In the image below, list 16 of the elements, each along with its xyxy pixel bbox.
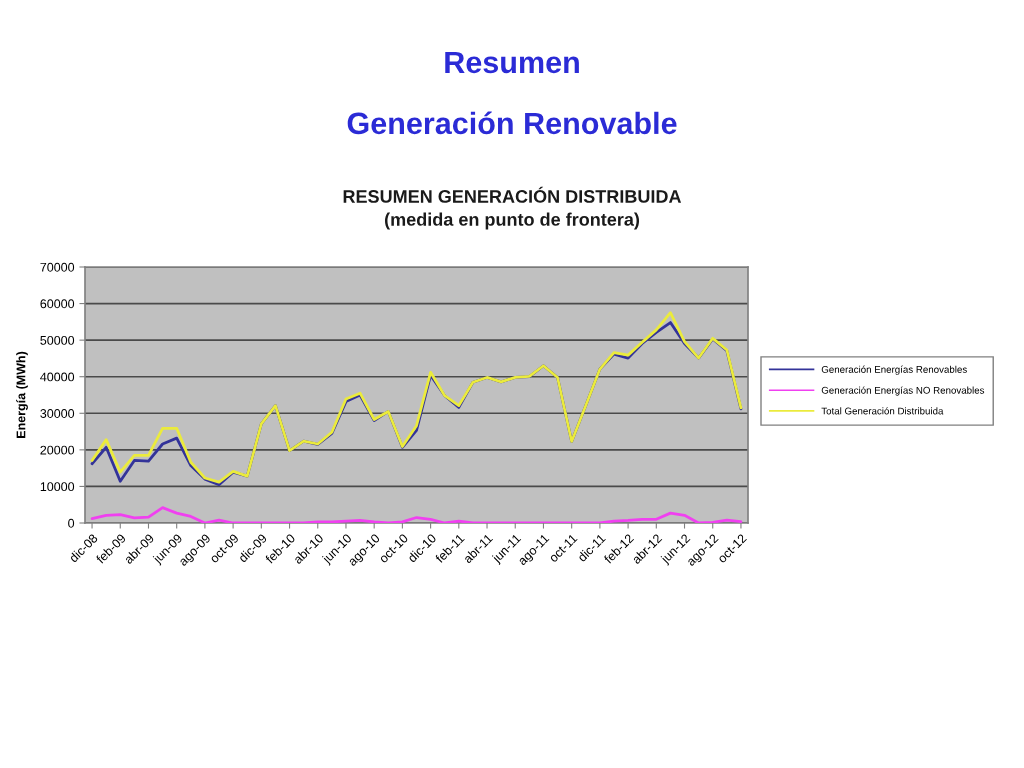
y-axis-title: Energía (MWh) — [16, 351, 28, 438]
chart-subtitle: (medida en punto de frontera) — [385, 212, 640, 230]
chart-title: RESUMEN GENERACIÓN DISTRIBUIDA — [343, 186, 682, 203]
y-tick-label: 40000 — [40, 372, 75, 382]
legend-label: Generación Energías Renovables — [821, 365, 967, 375]
text: Generación Renovable — [347, 111, 677, 135]
y-tick-label: 0 — [68, 518, 75, 528]
legend-label: Total Generación Distribuida — [821, 407, 944, 415]
text: Resumen — [445, 51, 579, 74]
y-tick-label: 70000 — [40, 262, 75, 272]
y-tick-label: 20000 — [40, 445, 75, 455]
y-tick-label: 30000 — [40, 409, 75, 418]
y-tick-label: 60000 — [40, 299, 75, 309]
y-tick-label: 50000 — [40, 335, 75, 345]
y-tick-label: 10000 — [40, 482, 75, 492]
legend-label: Generación Energías NO Renovables — [821, 386, 985, 396]
